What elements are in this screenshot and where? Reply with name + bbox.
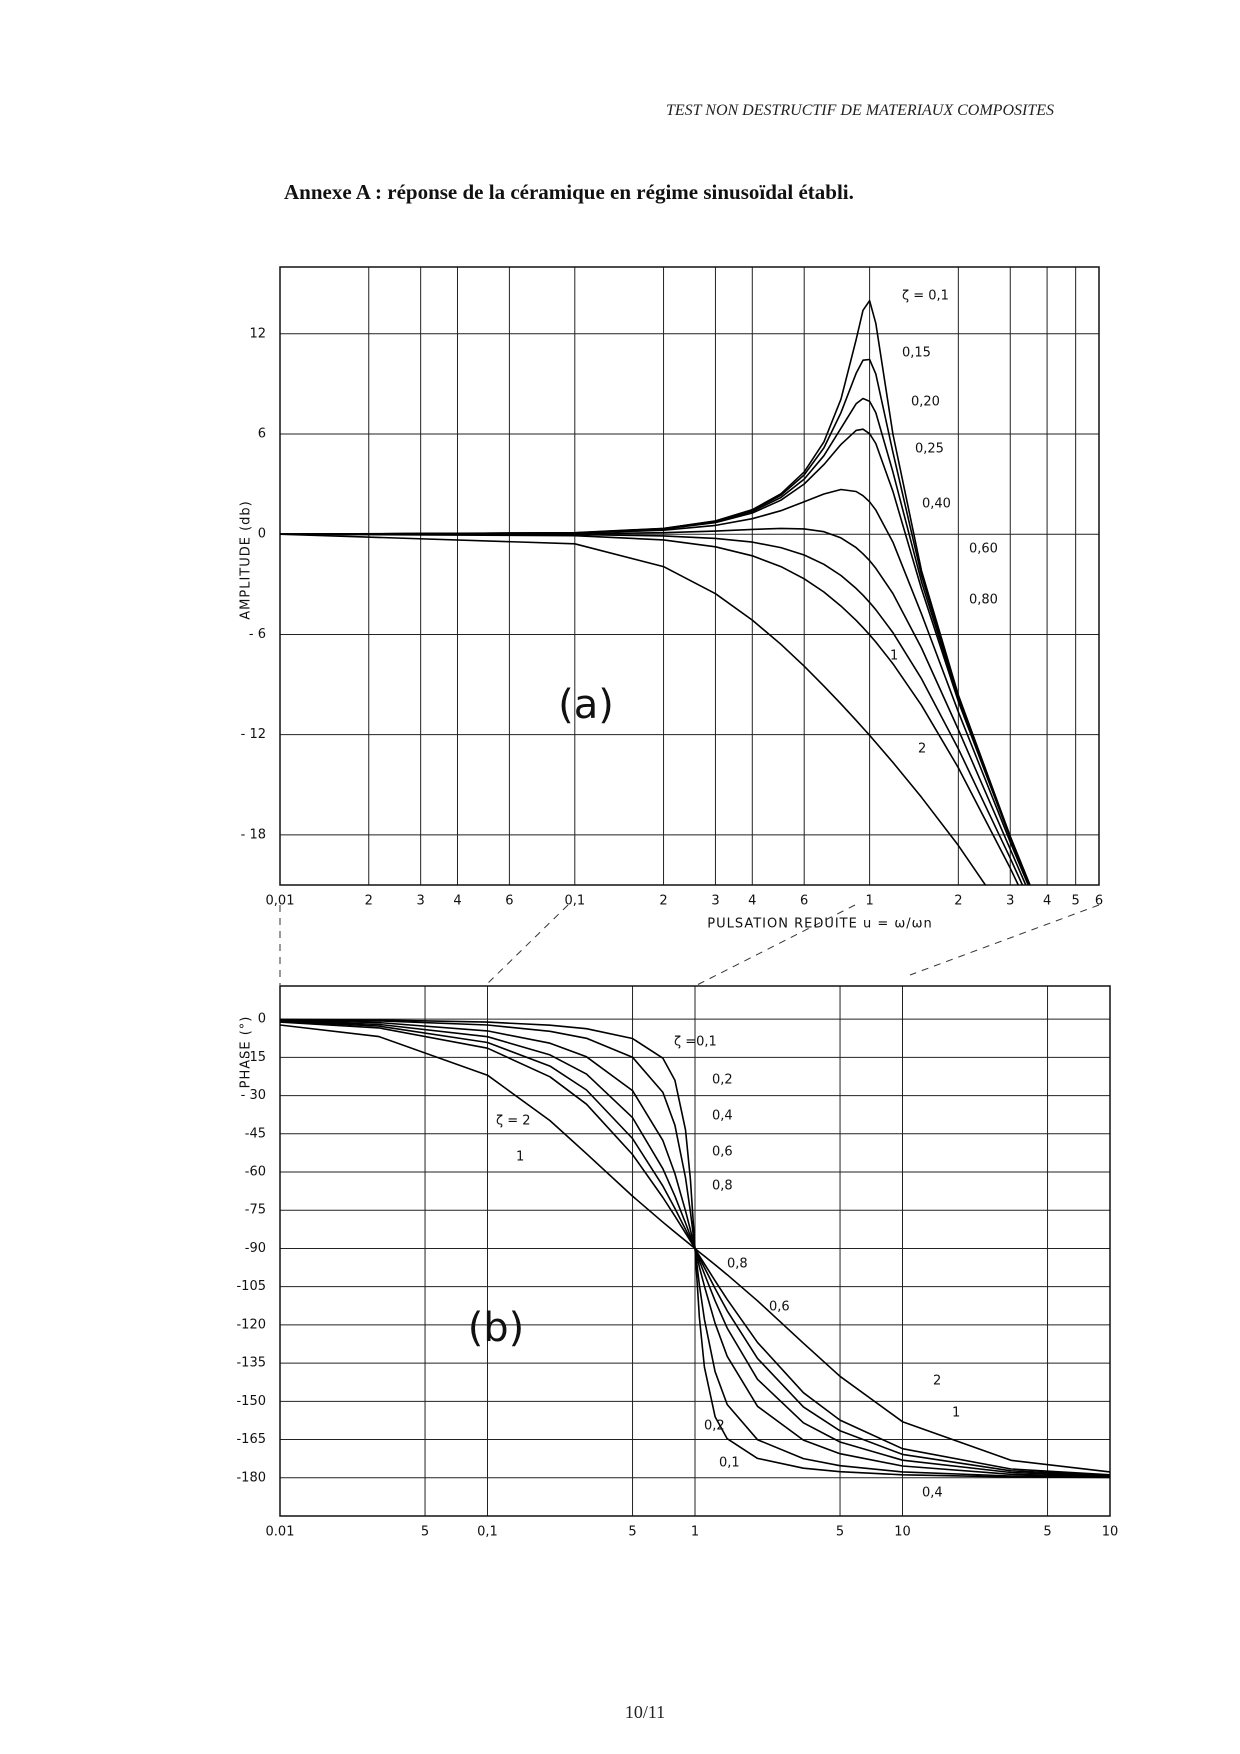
- x-tick-label: 5: [1043, 1525, 1051, 1540]
- x-tick-label: 10: [894, 1525, 911, 1540]
- panel-label: (a): [558, 682, 614, 728]
- y-tick-label: -45: [245, 1126, 266, 1141]
- curve: [280, 533, 1020, 885]
- y-tick-label: - 18: [241, 827, 266, 842]
- y-tick-label: 0: [258, 527, 266, 542]
- curve-label: 2: [918, 742, 926, 757]
- x-tick-label: 6: [1095, 894, 1103, 909]
- curve-label: 2: [933, 1374, 941, 1389]
- curve-label: 0,4: [712, 1109, 733, 1124]
- x-tick-label: 4: [1043, 894, 1051, 909]
- curve-label: ζ =0,1: [674, 1035, 717, 1050]
- curve: [280, 533, 987, 885]
- y-tick-label: -15: [245, 1050, 266, 1065]
- y-tick-label: - 6: [249, 627, 266, 642]
- panel-label: (b): [468, 1305, 525, 1351]
- x-tick-label: 2: [365, 894, 373, 909]
- x-tick-label: 5: [628, 1525, 636, 1540]
- curves: [280, 1018, 1110, 1479]
- x-tick-label: 3: [711, 894, 719, 909]
- curve-label: 1: [890, 649, 898, 664]
- x-axis-label: PULSATION REDUITE u = ω/ωn: [707, 917, 933, 932]
- curve-label: 0,25: [915, 442, 944, 457]
- plot-frame: [279, 985, 1111, 1517]
- curve: [280, 428, 1031, 885]
- curve-label: 0,20: [911, 395, 940, 410]
- curve-label: 0,40: [922, 497, 951, 512]
- y-axis-label: AMPLITUDE (db): [239, 500, 254, 620]
- curve-label: ζ = 2: [496, 1114, 531, 1129]
- chart: 0 -15 - 30 -45 -60 -75 -90 -105 -120 -135 -150 -165…: [236, 985, 1119, 1540]
- curve-label: 0,15: [902, 346, 931, 361]
- x-tick-label: 0.01: [266, 1525, 295, 1540]
- x-tick-label: 4: [453, 894, 461, 909]
- x-tick-label: 6: [505, 894, 513, 909]
- x-tick-label: 4: [748, 894, 756, 909]
- x-tick-label: 2: [954, 894, 962, 909]
- x-tick-label: 5: [836, 1525, 844, 1540]
- curve: [280, 488, 1030, 885]
- curve: [280, 533, 1024, 885]
- connector: [909, 904, 1100, 976]
- y-tick-label: 6: [258, 427, 266, 442]
- y-tick-label: -135: [236, 1356, 266, 1371]
- x-tick-label: 1: [865, 894, 873, 909]
- y-tick-label: 12: [249, 326, 266, 341]
- x-tick-label: 5: [1072, 894, 1080, 909]
- curve: [280, 1024, 1110, 1473]
- y-tick-label: -150: [236, 1394, 266, 1409]
- x-tick-label: 6: [800, 894, 808, 909]
- curves: [280, 299, 1031, 885]
- curve-label: 0,8: [712, 1179, 733, 1194]
- x-tick-label: 1: [691, 1525, 699, 1540]
- curve-label: 0,60: [969, 542, 998, 557]
- connector-lines: [279, 904, 1100, 986]
- page-number: 10/11: [624, 1702, 666, 1722]
- x-tick-label: 0,1: [564, 894, 585, 909]
- y-tick-label: - 30: [241, 1088, 266, 1103]
- curve-label: ζ = 0,1: [902, 289, 949, 304]
- plot-frame: [279, 266, 1100, 886]
- y-tick-label: 0: [258, 1012, 266, 1027]
- y-tick-label: - 12: [241, 727, 266, 742]
- y-tick-label: -105: [236, 1279, 266, 1294]
- curve: [280, 527, 1027, 885]
- connector: [696, 904, 856, 986]
- curve-label: 0,4: [922, 1486, 943, 1501]
- x-tick-label: 3: [1006, 894, 1014, 909]
- x-tick-label: 0,1: [477, 1525, 498, 1540]
- y-tick-label: -90: [245, 1241, 266, 1256]
- x-tick-label: 0,01: [266, 894, 295, 909]
- x-tick-label: 10: [1102, 1525, 1119, 1540]
- curve-label: 0,6: [712, 1145, 733, 1160]
- curve-label: 0,80: [969, 593, 998, 608]
- x-tick-label: 3: [417, 894, 425, 909]
- curve-label: 1: [952, 1406, 960, 1421]
- connector: [485, 904, 569, 986]
- section-title: Annexe A : réponse de la céramique en ré…: [284, 180, 854, 204]
- curve-label: 0,1: [719, 1456, 740, 1471]
- x-tick-label: 5: [421, 1525, 429, 1540]
- y-tick-label: -165: [236, 1432, 266, 1447]
- y-tick-label: -120: [236, 1317, 266, 1332]
- y-tick-label: -60: [245, 1165, 266, 1180]
- curve-label: 0,2: [704, 1419, 725, 1434]
- y-tick-label: -180: [236, 1470, 266, 1485]
- running-header: TEST NON DESTRUCTIF DE MATERIAUX COMPOSI…: [666, 102, 1054, 119]
- curve-label: 0,2: [712, 1073, 733, 1088]
- y-tick-label: -75: [245, 1203, 266, 1218]
- y-axis-label: PHASE (°): [239, 1016, 254, 1089]
- curve-label: 1: [516, 1150, 524, 1165]
- curve-label: 0,8: [727, 1257, 748, 1272]
- curve-label: 0,6: [769, 1300, 790, 1315]
- x-tick-label: 2: [659, 894, 667, 909]
